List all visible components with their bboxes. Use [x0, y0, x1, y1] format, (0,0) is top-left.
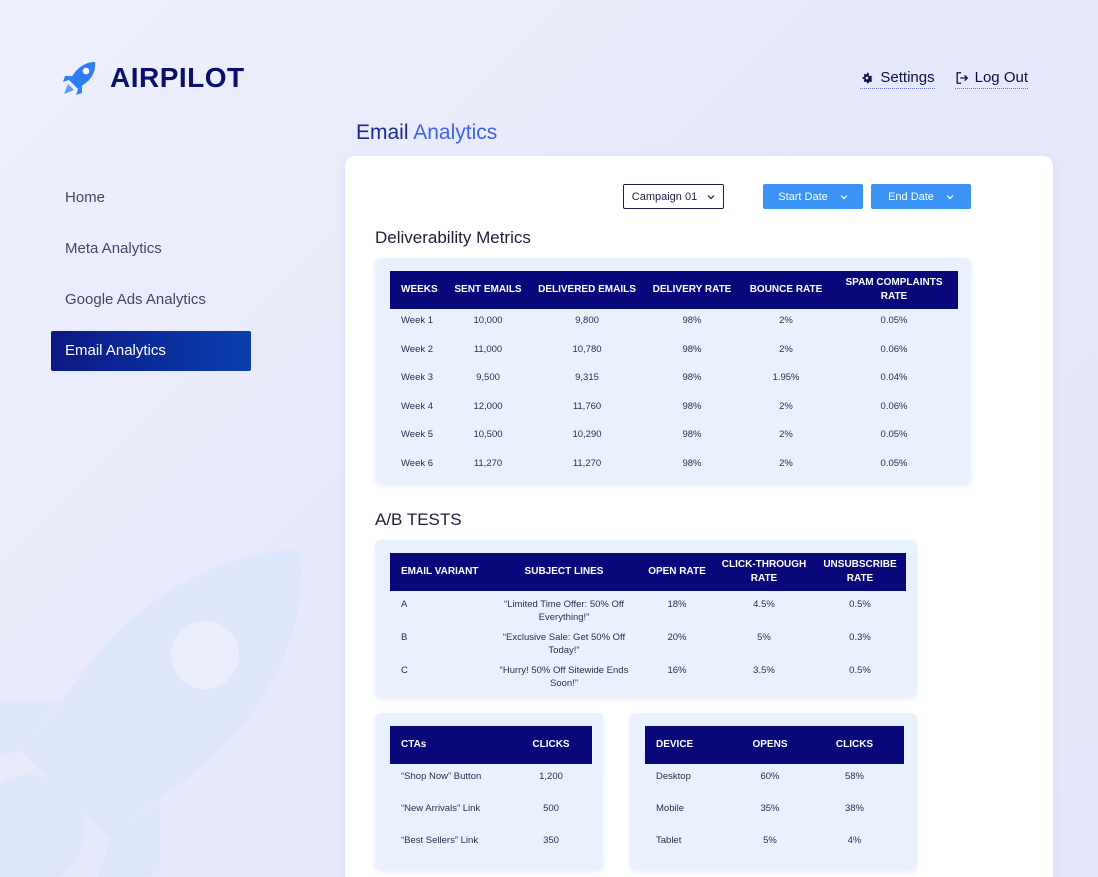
rocket-icon [63, 62, 96, 95]
col-ctas: CTAs [401, 739, 427, 750]
ab-tests-panel: EMAIL VARIANT SUBJECT LINES OPEN RATE CL… [375, 540, 917, 697]
table-row: Week 3 9,500 9,315 98% 1.95% 0.04% [401, 372, 908, 384]
table-row: “Shop Now” Button 1,200 [401, 771, 563, 782]
col-clicks: CLICKS [532, 739, 570, 750]
settings-label: Settings [880, 69, 935, 86]
table-row: Tablet 5% 4% [656, 835, 862, 846]
col-device-clicks: CLICKS [835, 739, 874, 750]
gear-icon [863, 72, 874, 83]
col-opens: OPENS [752, 739, 788, 750]
campaign-select[interactable]: Campaign 01 [623, 184, 724, 209]
logout-link[interactable]: Log Out [954, 69, 1028, 89]
chevron-down-icon [840, 194, 848, 199]
sidebar-item-home[interactable]: Home [65, 189, 106, 206]
ctas-panel: CTAs CLICKS “Shop Now” Button 1,200 “New … [375, 713, 603, 870]
col-unsubscribe-rate: UNSUBSCRIBE RATE [823, 559, 897, 584]
table-row: Week 1 10,000 9,800 98% 2% 0.05% [401, 315, 908, 326]
table-row: Week 4 12,000 11,760 98% 2% 0.06% [401, 400, 908, 412]
table-row: Week 5 10,500 10,290 98% 2% 0.05% [401, 429, 908, 441]
table-row: C “Hurry! 50% Off Sitewide Ends Soon!” 16%… [401, 665, 871, 689]
ab-tests-table: EMAIL VARIANT SUBJECT LINES OPEN RATE CL… [390, 553, 906, 690]
logout-icon [956, 71, 968, 84]
col-delivered-emails: DELIVERED EMAILS [538, 284, 636, 295]
table-row: “Best Sellers” Link 350 [401, 835, 559, 846]
background-rocket-icon [0, 550, 302, 877]
col-email-variant: EMAIL VARIANT [401, 566, 479, 577]
end-date-button[interactable]: End Date [871, 184, 971, 209]
col-bounce-rate: BOUNCE RATE [749, 284, 823, 295]
start-date-button[interactable]: Start Date [763, 184, 863, 209]
ab-tests-title: A/B TESTS [375, 510, 462, 529]
col-click-through-rate: CLICK-THROUGH RATE [721, 559, 807, 584]
table-row: Week 2 11,000 10,780 98% 2% 0.06% [401, 343, 908, 355]
col-subject-lines: SUBJECT LINES [524, 566, 604, 577]
chevron-down-icon [946, 194, 954, 199]
table-row: A “Limited Time Offer: 50% Off Everything… [401, 599, 871, 623]
col-sent-emails: SENT EMAILS [454, 284, 522, 295]
table-row: Mobile 35% 38% [656, 803, 864, 814]
table-row: B “Exclusive Sale: Get 50% Off Today!” 20%… [401, 632, 871, 656]
devices-table: DEVICE OPENS CLICKS Desktop 60% 58% Mobile… [645, 726, 904, 860]
col-device: DEVICE [656, 739, 694, 750]
deliverability-title: Deliverability Metrics [375, 228, 531, 247]
deliverability-table: WEEKS SENT EMAILS DELIVERED EMAILS DELIV… [390, 271, 958, 481]
table-row: Week 6 11,270 11,270 98% 2% 0.05% [401, 457, 908, 469]
table-row: “New Arrivals” Link 500 [401, 803, 559, 814]
settings-link[interactable]: Settings [860, 69, 935, 89]
sidebar-item-google-ads-analytics[interactable]: Google Ads Analytics [65, 291, 206, 308]
col-open-rate: OPEN RATE [648, 566, 706, 577]
deliverability-panel: WEEKS SENT EMAILS DELIVERED EMAILS DELIV… [375, 258, 971, 484]
analytics-card: Campaign 01 Start Date End Date Delivera… [345, 156, 1053, 877]
col-spam-rate: SPAM COMPLAINTS RATE [845, 277, 943, 302]
table-row: Desktop 60% 58% [656, 771, 864, 782]
chevron-down-icon [707, 194, 715, 199]
col-delivery-rate: DELIVERY RATE [652, 284, 732, 295]
devices-panel: DEVICE OPENS CLICKS Desktop 60% 58% Mobile… [630, 713, 917, 870]
brand-logo[interactable]: AIRPILOT [62, 60, 245, 96]
sidebar-item-meta-analytics[interactable]: Meta Analytics [65, 240, 162, 257]
sidebar-item-email-analytics[interactable]: Email Analytics [51, 331, 251, 371]
logout-label: Log Out [974, 69, 1028, 86]
page-title: Email Analytics [356, 121, 498, 144]
col-weeks: WEEKS [401, 284, 438, 295]
brand-name: AIRPILOT [110, 62, 245, 93]
ctas-table: CTAs CLICKS “Shop Now” Button 1,200 “New … [390, 726, 592, 860]
sidebar-nav: Home Meta Analytics Google Ads Analytics… [51, 178, 251, 382]
